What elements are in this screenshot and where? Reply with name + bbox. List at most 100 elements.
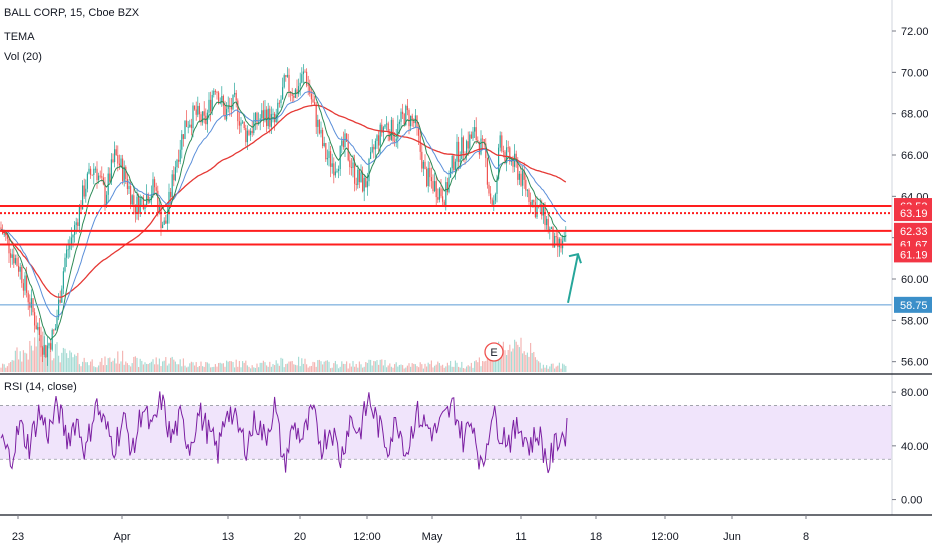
volume-bar: [486, 357, 488, 372]
candle-body: [182, 134, 184, 139]
candle-body: [523, 170, 525, 180]
time-axis-ticks[interactable]: 23 Apr 13 20 12:00 May 11 18 12:00 Jun 8: [12, 515, 809, 543]
candle-body: [432, 181, 434, 191]
candle-body: [392, 119, 394, 141]
volume-bar: [357, 367, 359, 372]
candle-body: [307, 85, 309, 87]
horizontal-lines[interactable]: [0, 205, 892, 306]
candle-body: [530, 202, 532, 207]
volume-bar: [256, 363, 258, 372]
candle-body: [238, 121, 240, 126]
earnings-circle-icon: [484, 342, 504, 362]
rsi-label[interactable]: RSI (14, close): [4, 381, 77, 393]
candle-body: [83, 185, 85, 197]
volume-bar: [438, 363, 440, 372]
volume-bar: [309, 366, 311, 372]
volume-bar: [427, 362, 429, 372]
volume-bar: [426, 366, 428, 372]
volume-bar: [469, 366, 471, 372]
candle-body: [470, 134, 472, 139]
volume-bar: [510, 351, 512, 372]
rsi-tick-label: 80.00: [901, 387, 929, 399]
volume-bar: [325, 360, 327, 372]
candle-body: [301, 74, 303, 83]
candle-body: [440, 188, 442, 197]
indicator-tema-label[interactable]: TEMA: [4, 31, 35, 43]
candle-body: [184, 120, 186, 139]
volume-bar: [435, 364, 437, 372]
volume-bar: [362, 367, 364, 372]
volume-bar: [170, 357, 172, 372]
candle-body: [118, 163, 120, 166]
volume-bar: [326, 360, 328, 372]
candle-body: [213, 90, 215, 95]
volume-bar: [147, 364, 149, 372]
volume-bar: [302, 363, 304, 372]
candle-body: [77, 222, 79, 226]
volume-bar: [522, 353, 524, 372]
volume-bar: [93, 366, 95, 372]
candle-body: [195, 109, 197, 115]
volume-bar: [179, 359, 181, 372]
volume-bar: [272, 364, 274, 372]
volume-bar: [464, 368, 466, 372]
candle-body: [194, 105, 196, 110]
candle-body: [293, 96, 295, 98]
candle-body: [323, 143, 325, 147]
indicator-volume-label[interactable]: Vol (20): [4, 51, 42, 63]
candle-body: [550, 227, 552, 229]
volume-bar: [262, 360, 264, 372]
volume-bar: [336, 364, 338, 372]
candle-body: [520, 173, 522, 186]
candle-body: [371, 146, 373, 152]
volume-bar: [360, 364, 362, 372]
volume-bar: [125, 361, 127, 372]
candle-body: [333, 163, 335, 176]
price-axis-ticks[interactable]: 56.0058.0060.0062.0064.0066.0068.0070.00…: [892, 26, 929, 369]
candle-body: [384, 124, 386, 128]
candle-body: [563, 236, 565, 241]
candle-body: [149, 200, 151, 203]
candle-body: [472, 131, 474, 139]
candle-body: [341, 140, 343, 146]
candle-body: [488, 184, 490, 194]
volume-bar: [339, 366, 341, 372]
candle-body: [506, 147, 508, 164]
volume-bar: [413, 363, 415, 372]
candle-body: [224, 105, 226, 120]
candle-body: [38, 327, 40, 335]
candle-body: [270, 114, 272, 127]
volume-bar: [442, 364, 444, 372]
symbol-title[interactable]: BALL CORP, 15, Cboe BZX: [4, 7, 140, 19]
volume-bar: [232, 361, 234, 372]
candle-body: [309, 85, 311, 95]
volume-bar: [366, 362, 368, 372]
volume-bar: [450, 360, 452, 372]
candle-body: [166, 214, 168, 224]
candle-body: [186, 120, 188, 128]
candle-body: [51, 329, 53, 350]
volume-bar: [178, 364, 180, 372]
volume-bar: [338, 368, 340, 372]
candle-body: [152, 179, 154, 194]
volume-bar: [430, 360, 432, 372]
volume-bar: [429, 364, 431, 372]
candle-body: [350, 167, 352, 168]
volume-bar: [554, 368, 556, 372]
candle-body: [418, 127, 420, 136]
candle-body: [302, 71, 304, 75]
volume-bar: [333, 363, 335, 372]
candle-body: [360, 172, 362, 183]
volume-bar: [512, 348, 514, 372]
volume-bar: [27, 359, 29, 372]
volume-bar: [466, 366, 468, 372]
candle-body: [128, 186, 130, 189]
volume-bar: [485, 360, 487, 372]
volume-bar: [144, 362, 146, 372]
rsi-axis-ticks[interactable]: 0.00 40.00 80.00: [892, 387, 929, 507]
volume-bar: [550, 363, 552, 372]
earnings-marker[interactable]: E: [484, 342, 504, 362]
candle-body: [462, 137, 464, 154]
candle-body: [419, 135, 421, 152]
